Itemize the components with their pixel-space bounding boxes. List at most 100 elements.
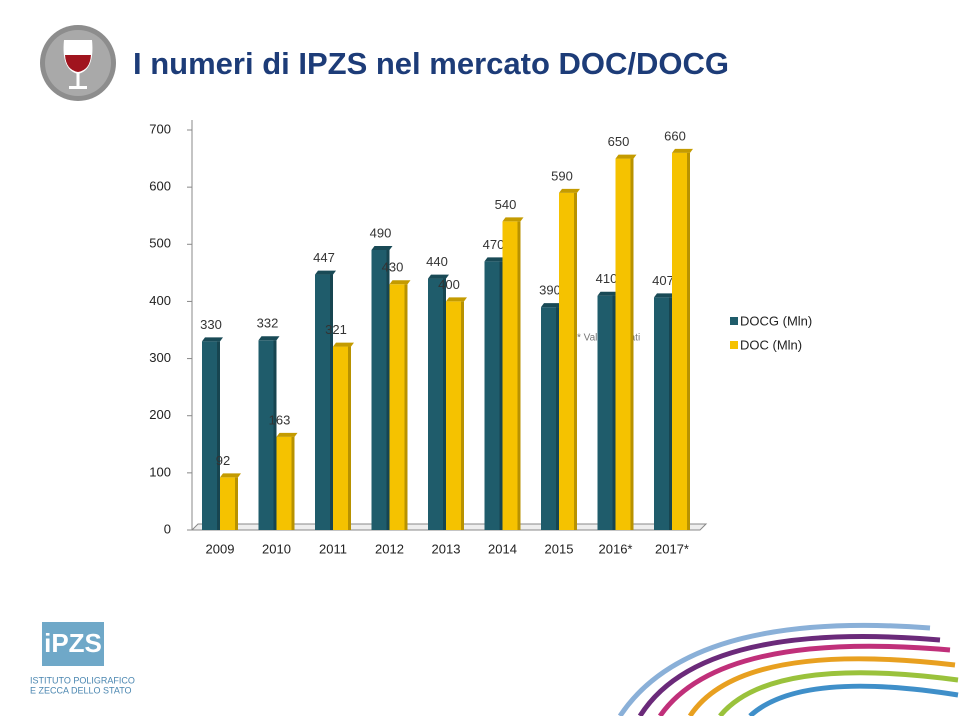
bar-side bbox=[630, 158, 634, 531]
bar-top bbox=[202, 337, 223, 342]
y-tick-label: 100 bbox=[149, 464, 171, 479]
bar bbox=[654, 297, 672, 530]
x-tick-label: 2014 bbox=[488, 541, 517, 556]
bar-top bbox=[258, 336, 280, 341]
bar bbox=[220, 477, 238, 530]
bar-top bbox=[597, 291, 619, 296]
bar-top bbox=[672, 148, 693, 153]
bar bbox=[446, 301, 464, 530]
legend-swatch bbox=[730, 317, 738, 325]
bar-side bbox=[386, 250, 390, 530]
bar bbox=[315, 274, 333, 530]
bar bbox=[559, 192, 577, 530]
value-label: 440 bbox=[426, 254, 448, 269]
logo-text: E ZECCA DELLO STATO bbox=[30, 685, 132, 695]
value-label: 330 bbox=[200, 317, 222, 332]
bar-side bbox=[273, 340, 277, 530]
bar-top bbox=[541, 303, 562, 308]
logo-text: ISTITUTO POLIGRAFICO bbox=[30, 675, 135, 685]
legend-label: DOC (Mln) bbox=[740, 337, 802, 352]
value-label: 321 bbox=[325, 322, 347, 337]
bar-side bbox=[612, 295, 616, 530]
bar-top bbox=[333, 342, 354, 347]
bar bbox=[484, 261, 503, 530]
value-label: 490 bbox=[370, 225, 392, 240]
bar-side bbox=[499, 261, 503, 530]
bar-top bbox=[315, 270, 336, 275]
bar bbox=[672, 152, 690, 530]
bar-side bbox=[574, 192, 577, 530]
bar-top bbox=[446, 297, 467, 302]
value-label: 390 bbox=[539, 283, 561, 298]
y-tick-label: 300 bbox=[149, 350, 171, 365]
x-tick-label: 2012 bbox=[375, 541, 404, 556]
value-label: 470 bbox=[483, 237, 505, 252]
value-label: 447 bbox=[313, 250, 335, 265]
bar bbox=[333, 346, 351, 530]
x-tick-label: 2010 bbox=[262, 541, 291, 556]
bar bbox=[428, 278, 446, 530]
value-label: 400 bbox=[438, 277, 460, 292]
y-tick-label: 200 bbox=[149, 407, 171, 422]
x-tick-label: 2013 bbox=[432, 541, 461, 556]
y-tick-label: 600 bbox=[149, 179, 171, 194]
bar-side bbox=[461, 301, 464, 530]
decoration bbox=[617, 622, 959, 716]
bar bbox=[597, 295, 616, 530]
x-tick-label: 2017* bbox=[655, 541, 689, 556]
value-label: 540 bbox=[495, 197, 517, 212]
bar-side bbox=[235, 477, 238, 530]
bar-top bbox=[484, 257, 506, 262]
bar-top bbox=[276, 432, 298, 437]
bar bbox=[615, 158, 634, 531]
bar-side bbox=[348, 346, 351, 530]
value-label: 430 bbox=[382, 260, 404, 275]
y-tick-label: 400 bbox=[149, 293, 171, 308]
logo-mark: iPZS bbox=[44, 628, 102, 658]
value-label: 660 bbox=[664, 128, 686, 143]
value-label: 92 bbox=[216, 453, 230, 468]
bar-side bbox=[556, 307, 559, 530]
y-tick-label: 500 bbox=[149, 236, 171, 251]
bar-side bbox=[669, 297, 672, 530]
bar-top bbox=[654, 293, 675, 298]
y-tick-label: 700 bbox=[149, 121, 171, 136]
y-tick-label: 0 bbox=[164, 521, 171, 536]
bar bbox=[202, 341, 220, 530]
value-label: 163 bbox=[269, 412, 291, 427]
logo: iPZS ISTITUTO POLIGRAFICO E ZECCA DELLO … bbox=[30, 622, 135, 695]
value-label: 407 bbox=[652, 273, 674, 288]
x-tick-label: 2011 bbox=[319, 541, 347, 556]
bar bbox=[258, 340, 277, 530]
value-label: 650 bbox=[608, 134, 630, 149]
title-icon bbox=[40, 25, 116, 101]
bar-side bbox=[687, 152, 690, 530]
bar-side bbox=[404, 284, 408, 530]
bar-top bbox=[559, 188, 580, 193]
x-tick-label: 2009 bbox=[206, 541, 235, 556]
bar bbox=[389, 284, 408, 530]
bar-side bbox=[217, 341, 220, 530]
bar-side bbox=[330, 274, 333, 530]
x-tick-label: 2015 bbox=[545, 541, 574, 556]
bar bbox=[541, 307, 559, 530]
bar bbox=[276, 436, 295, 530]
bar-side bbox=[517, 221, 521, 530]
x-tick-label: 2016* bbox=[599, 541, 633, 556]
value-label: 332 bbox=[257, 316, 279, 331]
value-label: 590 bbox=[551, 168, 573, 183]
bar-side bbox=[443, 278, 446, 530]
bar-top bbox=[428, 274, 449, 279]
bar-top bbox=[371, 246, 393, 250]
slide-title: I numeri di IPZS nel mercato DOC/DOCG bbox=[133, 46, 729, 81]
bar-top bbox=[502, 217, 524, 222]
legend-swatch bbox=[730, 341, 738, 349]
bar bbox=[371, 250, 390, 530]
bar-top bbox=[220, 473, 241, 478]
bar-side bbox=[291, 436, 295, 530]
bar-top bbox=[615, 154, 637, 159]
value-label: 410 bbox=[596, 271, 618, 286]
bar-top bbox=[389, 280, 411, 285]
